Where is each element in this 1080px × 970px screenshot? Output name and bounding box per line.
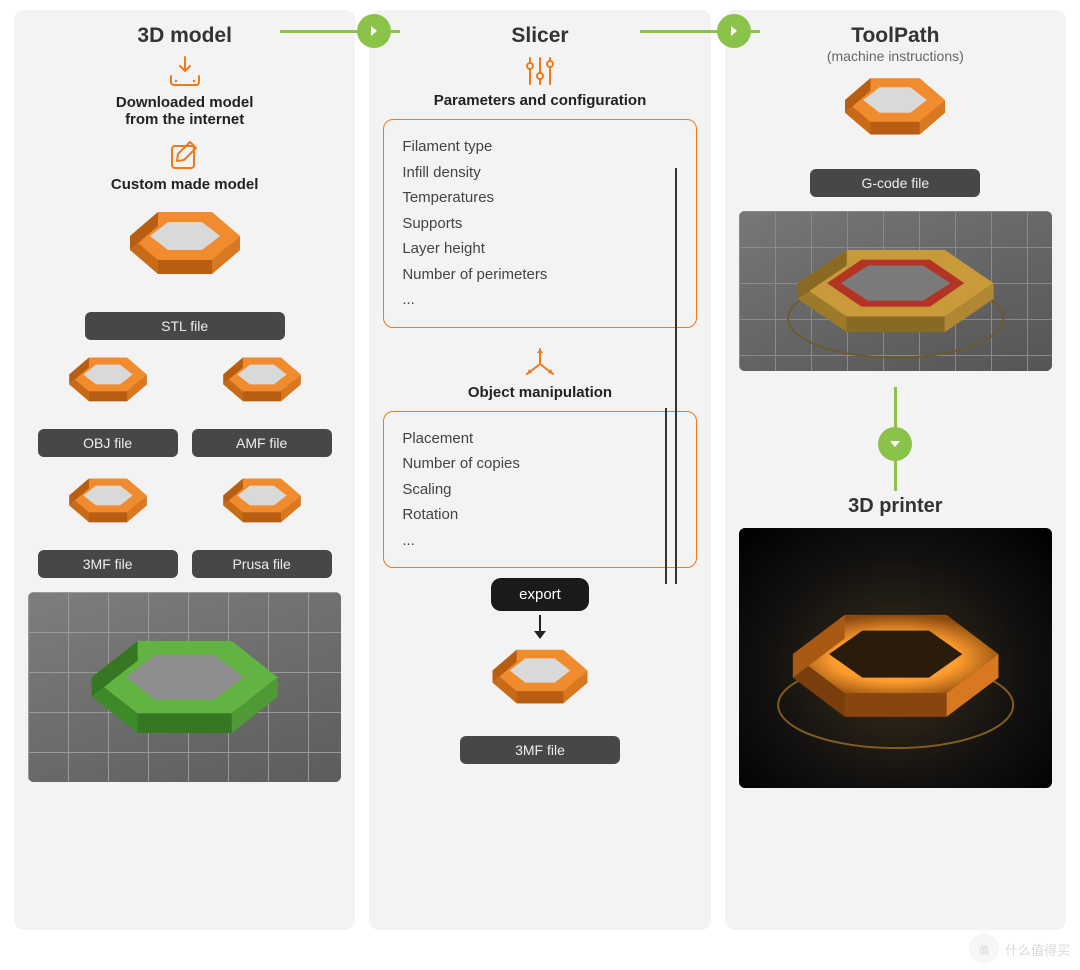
file-tile-prusa: Prusa file [192, 471, 332, 578]
watermark-logo-icon: 值 [969, 934, 999, 964]
manip-item: ... [402, 528, 677, 554]
manip-head: Object manipulation [383, 384, 696, 401]
col1-title: 3D model [28, 24, 341, 48]
export-pill: export [491, 578, 589, 611]
sliders-icon [383, 54, 696, 88]
params-head: Parameters and configuration [383, 92, 696, 109]
file-tile-gcode: G-code file [810, 70, 980, 197]
column-slicer: Slicer Parameters and configuration Fila… [369, 10, 710, 930]
manip-head-label: Object manipulation [468, 384, 612, 401]
flow-arrow-down [878, 427, 912, 461]
manip-item: Scaling [402, 477, 677, 503]
hex-icon-orange [100, 203, 270, 318]
connector-line [675, 168, 677, 584]
file-tile-stl: STL file [85, 203, 285, 340]
watermark-text: 什么值得买 [1005, 940, 1070, 959]
flow-arrow-2 [717, 14, 751, 48]
connector-line [665, 408, 667, 584]
manip-box: PlacementNumber of copiesScalingRotation… [383, 411, 696, 569]
hex-icon-orange [48, 350, 168, 435]
printer-photo [739, 528, 1052, 788]
flow-arrow-1 [357, 14, 391, 48]
download-icon [28, 54, 341, 90]
printer-head: 3D printer [739, 495, 1052, 518]
file-tile-amf: AMF file [192, 350, 332, 457]
hex-icon-orange [202, 471, 322, 556]
file-tile-export-3mf: 3MF file [460, 642, 620, 764]
edit-icon [28, 138, 341, 172]
params-box: Filament typeInfill densityTemperaturesS… [383, 119, 696, 328]
axes-icon [383, 346, 696, 380]
model-preview [28, 592, 341, 782]
downloaded-model-head: Downloaded model from the internet [28, 94, 341, 128]
hex-icon-orange [815, 70, 975, 175]
hex-icon-orange [202, 350, 322, 435]
params-head-label: Parameters and configuration [434, 92, 647, 109]
watermark: 值 什么值得买 [969, 934, 1070, 964]
manip-item: Placement [402, 426, 677, 452]
hex-icon-orange [465, 642, 615, 742]
hex-icon-orange [48, 471, 168, 556]
param-item: Layer height [402, 236, 677, 262]
export-label: export [519, 586, 561, 603]
column-3d-model: 3D model Downloaded model from the inter… [14, 10, 355, 930]
manip-item: Rotation [402, 502, 677, 528]
col3-title: ToolPath [739, 24, 1052, 48]
custom-model-head: Custom made model [28, 176, 341, 193]
param-item: Temperatures [402, 185, 677, 211]
flow-vline [894, 461, 897, 491]
param-item: Supports [402, 211, 677, 237]
toolpath-preview [739, 211, 1052, 371]
param-item: Infill density [402, 160, 677, 186]
file-tile-obj: OBJ file [38, 350, 178, 457]
param-item: Number of perimeters [402, 262, 677, 288]
manip-item: Number of copies [402, 451, 677, 477]
param-item: Filament type [402, 134, 677, 160]
param-item: ... [402, 287, 677, 313]
file-tile-3mf: 3MF file [38, 471, 178, 578]
column-toolpath: ToolPath (machine instructions) G-code f… [725, 10, 1066, 930]
flow-vline [894, 387, 897, 427]
col3-subtitle: (machine instructions) [739, 48, 1052, 64]
col2-title: Slicer [383, 24, 696, 48]
